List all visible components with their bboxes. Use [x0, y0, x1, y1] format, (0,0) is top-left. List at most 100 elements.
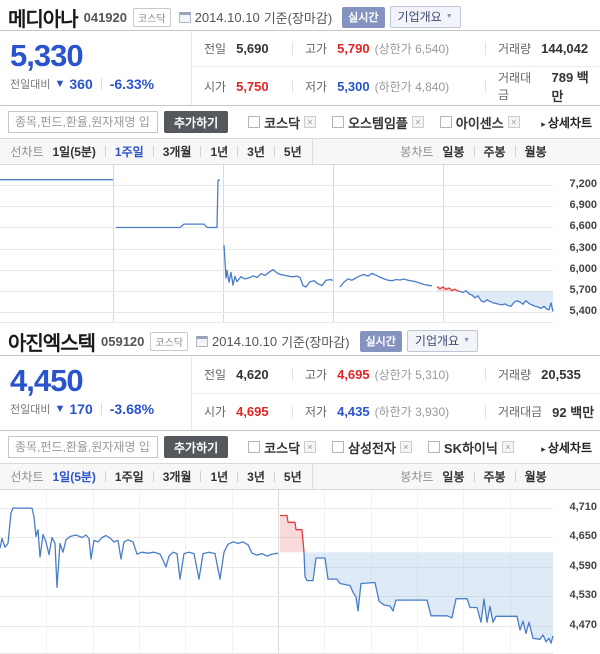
- divider: [485, 367, 486, 381]
- high-label: 고가: [305, 367, 328, 382]
- candle-chart-label: 봉차트: [400, 145, 434, 159]
- quote-summary: 5,330 전일대비 ▼ 360 -6.33% 전일 5,690 고가 5,790 (…: [0, 30, 600, 106]
- checkbox[interactable]: [427, 441, 440, 453]
- divider: [292, 405, 293, 419]
- divider: [485, 42, 486, 55]
- lower-limit: (하한가 4,840): [374, 79, 450, 94]
- add-symbol-button[interactable]: 추가하기: [164, 436, 229, 458]
- compare-chip: 삼성전자 ×: [332, 438, 412, 457]
- checkbox[interactable]: [248, 116, 261, 128]
- y-axis-tick-label: 6,600: [569, 220, 597, 233]
- low-value: 4,435: [337, 404, 370, 420]
- divider: [292, 79, 293, 93]
- table-row: 전일 4,620 고가 4,695 (상한가 5,310) 거래량 20,535: [192, 356, 600, 394]
- tab-3month[interactable]: 3개월: [162, 470, 192, 484]
- tab-daily-candle[interactable]: 일봉: [442, 145, 465, 159]
- symbol-search-input[interactable]: [8, 111, 158, 133]
- change-percent: -6.33%: [109, 76, 155, 92]
- trade-value-label: 거래대금: [498, 405, 543, 420]
- tab-3year[interactable]: 3년: [247, 470, 265, 484]
- quote-summary: 4,450 전일대비 ▼ 170 -3.68% 전일 4,620 고가 4,695 (…: [0, 355, 600, 431]
- open-label: 시가: [204, 405, 227, 420]
- current-price: 4,450: [10, 363, 84, 398]
- quote-date: 2014.10.10: [194, 9, 260, 25]
- calendar-icon: [196, 335, 208, 347]
- current-price: 5,330: [10, 38, 84, 73]
- chip-remove-icon[interactable]: ×: [399, 441, 412, 453]
- low-label: 저가: [305, 79, 328, 94]
- add-symbol-button[interactable]: 추가하기: [164, 111, 229, 133]
- volume-value: 144,042: [541, 41, 589, 56]
- divider: [292, 367, 293, 381]
- tab-daily-candle[interactable]: 일봉: [442, 470, 465, 484]
- y-axis-tick-label: 7,200: [569, 178, 597, 191]
- detail-chart-link[interactable]: ▸ 상세차트: [541, 115, 592, 130]
- tab-5year[interactable]: 5년: [283, 470, 302, 484]
- divider: [100, 403, 102, 415]
- y-axis-tick-label: 6,900: [569, 199, 597, 212]
- tab-1year[interactable]: 1년: [210, 470, 229, 484]
- tab-1week[interactable]: 1주일: [114, 145, 144, 159]
- upper-limit: (상한가 6,540): [374, 42, 450, 56]
- quote-detail-table: 전일 4,620 고가 4,695 (상한가 5,310) 거래량 20,535 시가 4…: [192, 356, 600, 430]
- stock-panel-ajinextek: 아진엑스텍 059120 코스닥 2014.10.10 기준(장마감) 실시간 …: [0, 323, 600, 654]
- tab-5year[interactable]: 5년: [283, 145, 302, 159]
- tab-monthly-candle[interactable]: 월봉: [524, 145, 547, 159]
- bullet-icon: ▸: [541, 443, 546, 454]
- compare-chip: 코스닥 ×: [248, 438, 317, 457]
- stock-title: 아진엑스텍: [8, 332, 96, 355]
- detail-chart-link[interactable]: ▸ 상세차트: [541, 440, 592, 455]
- tab-monthly-candle[interactable]: 월봉: [524, 470, 547, 484]
- line-chart-label: 선차트: [10, 145, 44, 159]
- tab-3month[interactable]: 3개월: [162, 145, 192, 159]
- y-axis-tick-label: 4,710: [569, 501, 597, 514]
- tab-weekly-candle[interactable]: 주봉: [483, 145, 506, 159]
- realtime-badge: 실시간: [359, 330, 402, 352]
- tab-weekly-candle[interactable]: 주봉: [483, 470, 506, 484]
- volume-label: 거래량: [498, 367, 532, 382]
- high-value: 5,790: [337, 41, 370, 56]
- upper-limit: (상한가 5,310): [374, 367, 450, 382]
- market-badge: 코스닥: [133, 7, 171, 27]
- chart-period-tabs: 선차트 1일(5분) 1주일 3개월 1년 3년 5년 봉차트 일봉 주봉 월봉: [0, 138, 600, 165]
- y-axis-tick-label: 4,530: [569, 589, 597, 602]
- table-row: 전일 5,690 고가 5,790 (상한가 6,540) 거래량 144,042: [192, 31, 600, 67]
- calendar-icon: [178, 11, 191, 23]
- divider: [100, 78, 102, 90]
- line-chart-label: 선차트: [10, 470, 44, 484]
- tab-1day[interactable]: 1일(5분): [52, 470, 96, 484]
- stock-code: 059120: [101, 333, 145, 349]
- open-value: 5,750: [236, 78, 269, 94]
- tab-1day[interactable]: 1일(5분): [52, 145, 96, 159]
- quote-date-suffix: 기준(장마감): [263, 10, 333, 26]
- open-value: 4,695: [236, 404, 269, 420]
- company-overview-button[interactable]: 기업개요 ▼: [406, 330, 479, 352]
- chip-remove-icon[interactable]: ×: [304, 441, 317, 453]
- chevron-down-icon: ▼: [463, 337, 471, 344]
- tab-3year[interactable]: 3년: [247, 145, 265, 159]
- change-label: 전일대비: [10, 404, 51, 416]
- quote-date-suffix: 기준(장마감): [281, 334, 350, 350]
- trade-value-label: 거래대금: [498, 71, 532, 102]
- chip-remove-icon[interactable]: ×: [507, 116, 520, 128]
- compare-chip-list: 코스닥 × 삼성전자 × SK하이닉 ×: [248, 438, 514, 457]
- high-value: 4,695: [337, 366, 370, 382]
- compare-chip: 아이센스 ×: [439, 113, 520, 132]
- checkbox[interactable]: [248, 441, 261, 453]
- checkbox[interactable]: [332, 116, 345, 128]
- chip-remove-icon[interactable]: ×: [501, 441, 514, 453]
- checkbox[interactable]: [332, 441, 345, 453]
- symbol-search-input[interactable]: [8, 436, 158, 458]
- stock-header: 아진엑스텍 059120 코스닥 2014.10.10 기준(장마감) 실시간 …: [0, 323, 600, 355]
- chip-remove-icon[interactable]: ×: [411, 116, 424, 128]
- y-axis-tick-label: 4,470: [569, 618, 597, 631]
- tab-1week[interactable]: 1주일: [114, 470, 144, 484]
- y-axis-tick-label: 6,300: [569, 241, 597, 254]
- chevron-down-icon: ▼: [445, 13, 453, 20]
- tab-1year[interactable]: 1년: [210, 145, 229, 159]
- checkbox[interactable]: [439, 116, 452, 128]
- trade-value: 92 백만: [552, 405, 595, 421]
- company-overview-button[interactable]: 기업개요 ▼: [389, 6, 461, 28]
- chip-remove-icon[interactable]: ×: [304, 116, 317, 128]
- low-label: 저가: [305, 405, 328, 420]
